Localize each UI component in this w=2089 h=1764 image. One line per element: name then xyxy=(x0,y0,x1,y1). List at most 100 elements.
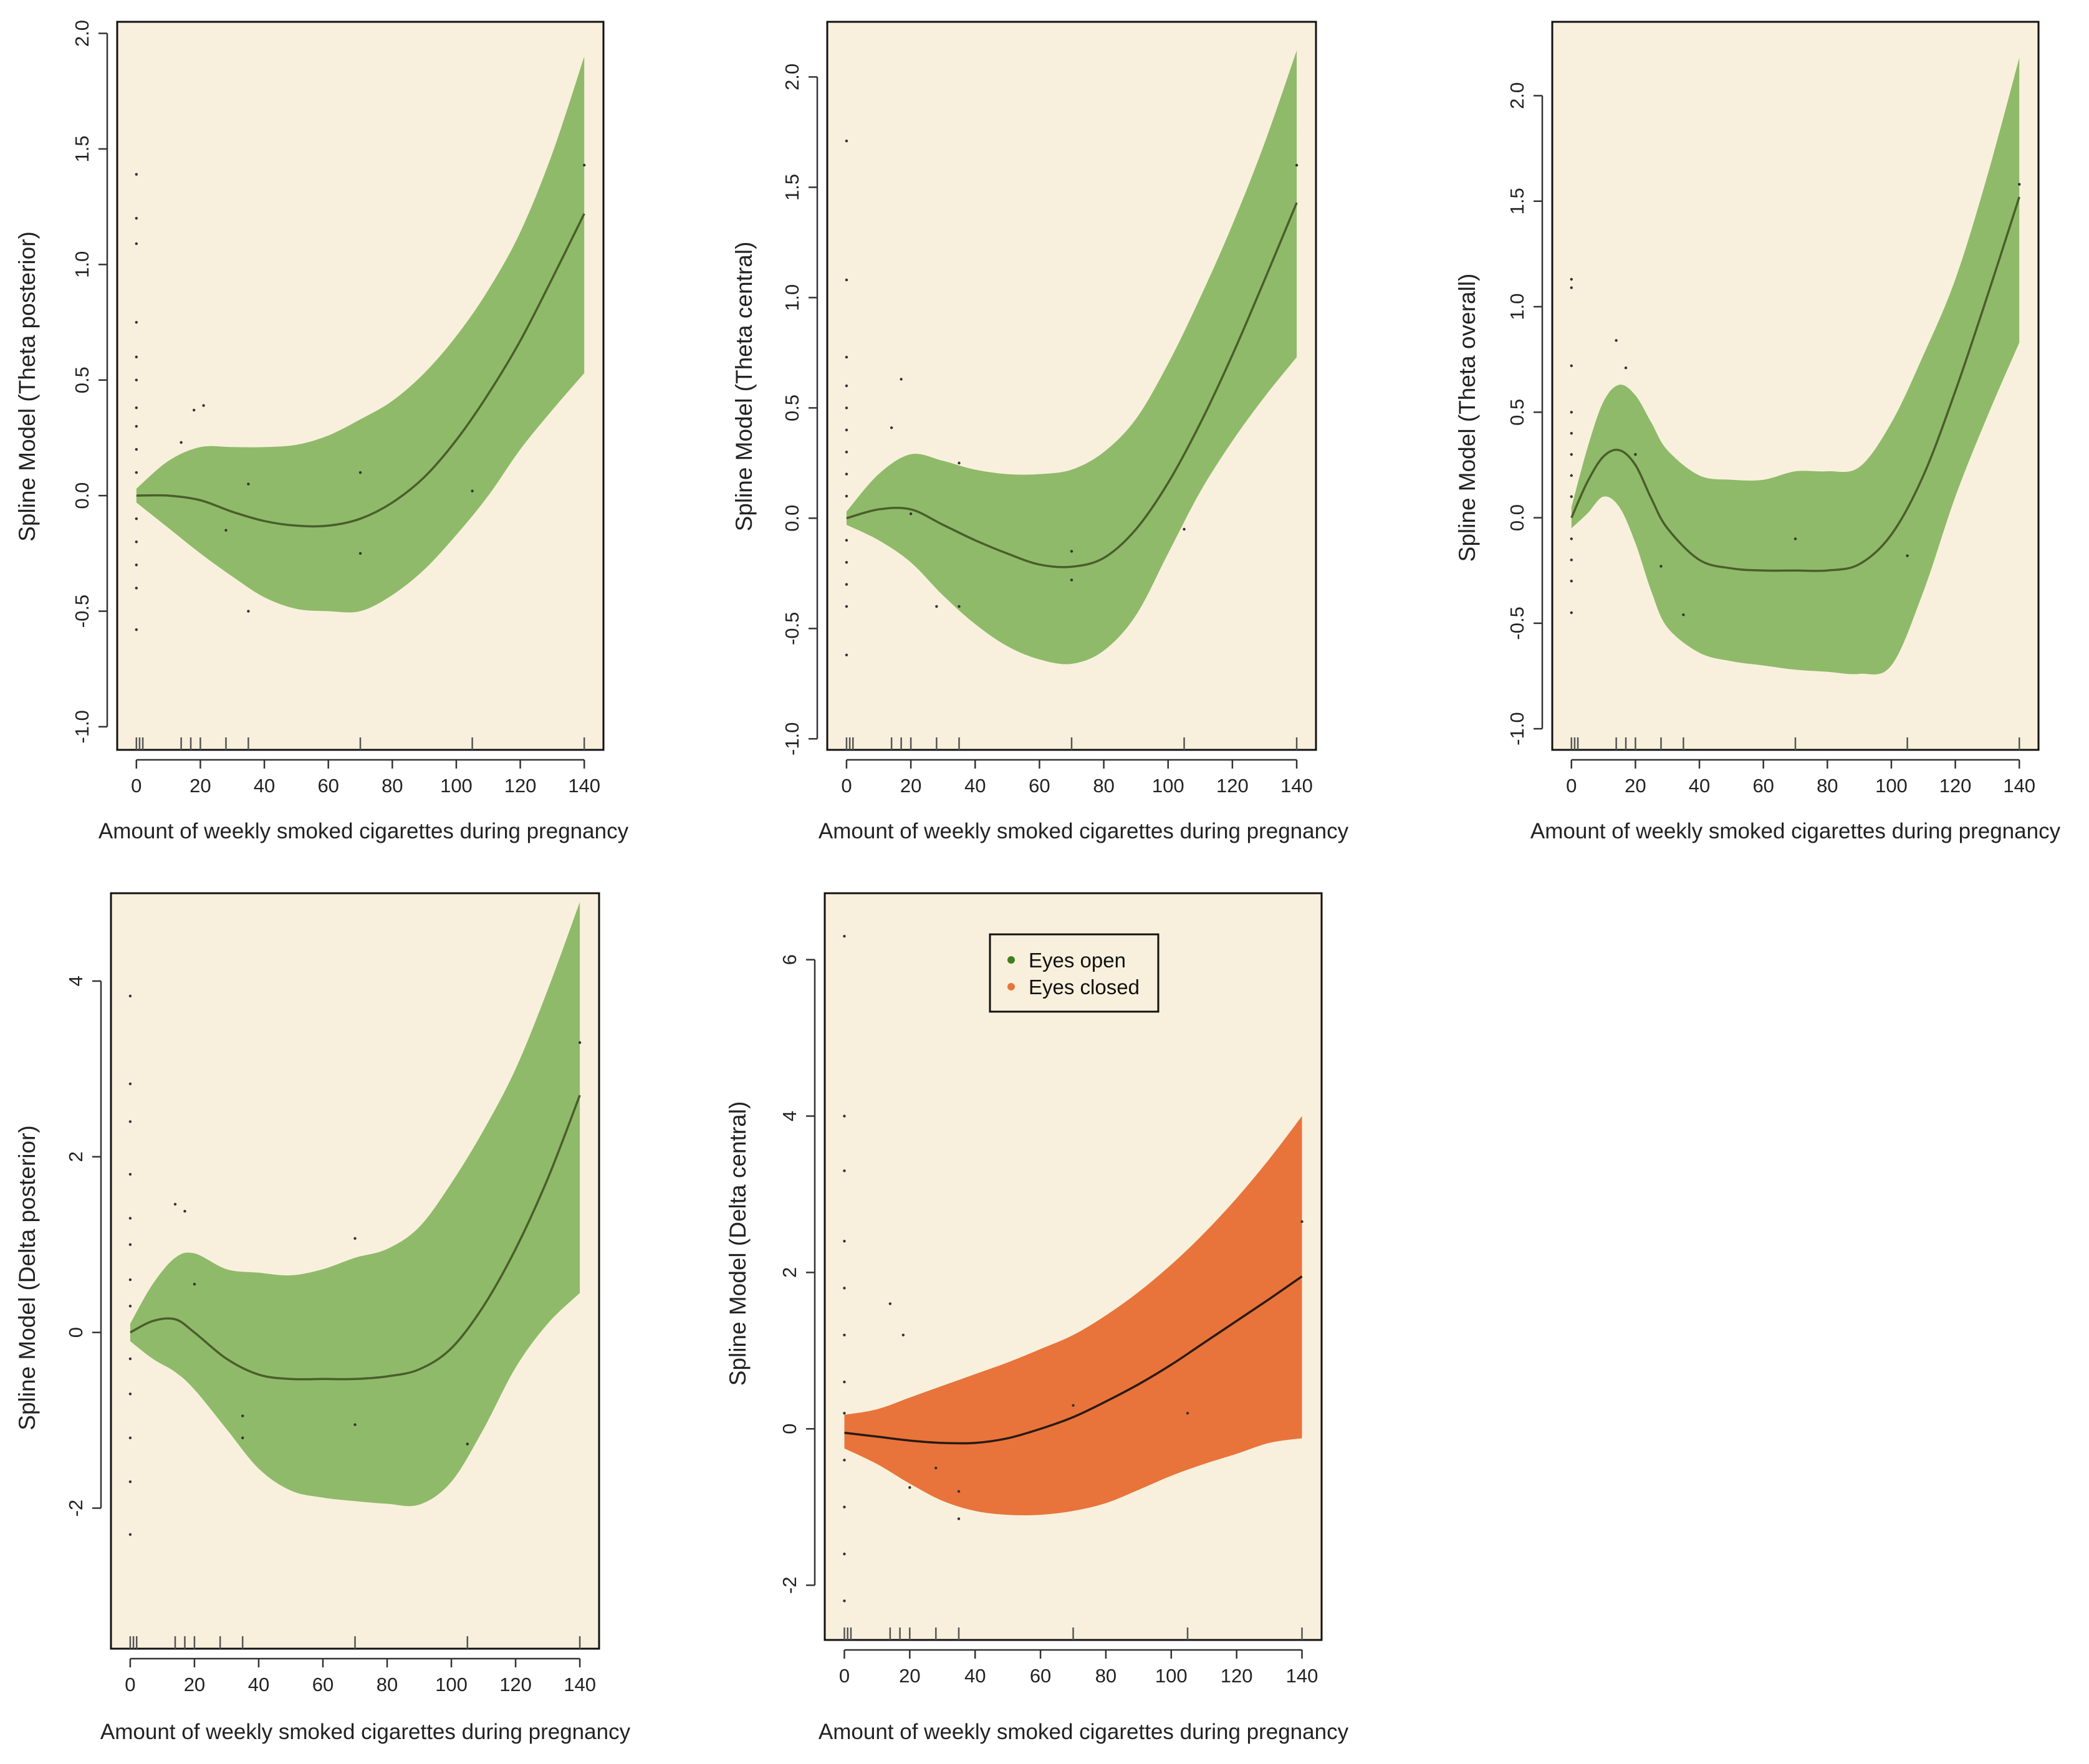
y-tick-label: -1.0 xyxy=(1506,712,1528,745)
y-axis: -2 0 2 4 6 xyxy=(779,954,816,1594)
data-point xyxy=(135,424,138,428)
data-point xyxy=(1634,453,1637,456)
data-point xyxy=(583,163,586,167)
y-axis-label: Spline Model (Delta central) xyxy=(725,1101,751,1386)
panel-theta-central: 0 20 40 60 80 100 120 140 -1.0 -0.5 0.0 0.5 1.0 1.5 2… xyxy=(731,21,1349,843)
data-point xyxy=(845,384,848,388)
data-point xyxy=(128,1305,132,1308)
data-point xyxy=(180,441,183,444)
x-axis: 0 20 40 60 80 100 120 140 xyxy=(841,759,1313,797)
x-tick-label: 100 xyxy=(1875,775,1908,797)
y-axis-label: Spline Model (Theta posterior) xyxy=(14,231,40,542)
data-point xyxy=(128,1172,132,1176)
data-point xyxy=(935,605,938,608)
legend-box xyxy=(989,933,1160,1013)
x-tick-label: 20 xyxy=(184,1674,205,1695)
y-tick-label: -1.0 xyxy=(781,722,803,755)
y-tick-label: 2.0 xyxy=(1506,82,1528,109)
x-tick-label: 140 xyxy=(1280,775,1313,797)
x-tick-label: 120 xyxy=(504,775,537,797)
y-axis-label: Spline Model (Delta posterior) xyxy=(14,1125,40,1430)
panel-delta-posterior: 0 20 40 60 80 100 120 140 -2 0 2 4 Amount of weekl… xyxy=(14,892,631,1744)
data-point xyxy=(890,426,893,429)
y-tick-label: -0.5 xyxy=(781,612,803,645)
confidence-band xyxy=(844,1116,1302,1516)
data-point xyxy=(1295,163,1299,167)
y-tick-label: 1.5 xyxy=(1506,188,1528,214)
data-point xyxy=(1183,527,1186,531)
data-point xyxy=(1570,558,1573,562)
data-point xyxy=(901,1333,905,1336)
fit-line xyxy=(844,1275,1303,1445)
data-point xyxy=(135,378,138,381)
data-point xyxy=(1659,565,1663,568)
data-point xyxy=(1570,611,1573,615)
fit-line-layer xyxy=(136,213,585,528)
x-tick-label: 60 xyxy=(317,775,339,797)
data-point xyxy=(135,173,138,176)
x-tick-label: 100 xyxy=(1152,775,1184,797)
data-point xyxy=(173,1202,177,1206)
data-point xyxy=(241,1414,244,1417)
x-tick-label: 80 xyxy=(382,775,403,797)
x-tick-label: 0 xyxy=(131,775,142,797)
x-tick-label: 100 xyxy=(1155,1665,1188,1687)
x-tick-label: 80 xyxy=(1817,775,1838,797)
data-point xyxy=(888,1302,892,1305)
rug-layer xyxy=(845,737,1298,750)
data-point xyxy=(224,529,228,532)
y-tick-label: -0.5 xyxy=(1506,606,1528,640)
data-point xyxy=(957,1517,961,1520)
data-point xyxy=(1624,367,1628,370)
x-tick-label: 140 xyxy=(2003,775,2035,797)
data-point xyxy=(843,1287,846,1290)
x-tick-label: 40 xyxy=(1689,775,1710,797)
data-point xyxy=(128,994,132,998)
fit-line-layer xyxy=(846,202,1298,568)
data-point xyxy=(934,1466,938,1470)
data-point xyxy=(843,1240,846,1243)
confidence-band-layer xyxy=(136,56,585,613)
data-point xyxy=(128,1480,132,1484)
x-tick-label: 20 xyxy=(899,1665,920,1687)
data-point xyxy=(1070,550,1073,553)
x-tick-label: 0 xyxy=(839,1665,850,1687)
data-point xyxy=(845,450,848,454)
data-point xyxy=(845,653,848,657)
data-point xyxy=(845,278,848,282)
y-tick-label: 2 xyxy=(65,1151,87,1162)
x-axis: 0 20 40 60 80 100 120 140 xyxy=(1566,759,2035,797)
panel-delta-central: 0 20 40 60 80 100 120 140 -2 0 2 4 6 Amount of week… xyxy=(725,892,1349,1744)
data-point xyxy=(1570,277,1573,281)
confidence-band-layer xyxy=(844,1116,1302,1516)
data-point xyxy=(1300,1220,1304,1224)
y-axis-label: Spline Model (Theta central) xyxy=(731,242,757,532)
x-axis: 0 20 40 60 80 100 120 140 xyxy=(839,1649,1318,1687)
data-point xyxy=(843,1333,846,1336)
x-axis: 0 20 40 60 80 100 120 140 xyxy=(125,1657,596,1695)
data-point xyxy=(247,482,250,486)
data-point xyxy=(845,539,848,542)
data-point xyxy=(909,512,913,515)
fit-line-layer xyxy=(844,1275,1303,1445)
data-point xyxy=(135,242,138,246)
x-tick-label: 20 xyxy=(1625,775,1646,797)
x-tick-label: 20 xyxy=(190,775,211,797)
data-point xyxy=(353,1237,357,1240)
x-axis-label: Amount of weekly smoked cigarettes durin… xyxy=(100,1720,631,1744)
panel-theta-overall: 0 20 40 60 80 100 120 140 -1.0 -0.5 0.0 0.5 1.0 1.5 2… xyxy=(1454,21,2061,843)
data-point xyxy=(135,406,138,410)
x-tick-label: 60 xyxy=(1030,1665,1051,1687)
data-point xyxy=(358,471,362,474)
x-tick-label: 120 xyxy=(499,1674,532,1695)
data-point xyxy=(958,605,961,608)
x-tick-label: 120 xyxy=(1216,775,1249,797)
confidence-band xyxy=(136,56,585,613)
data-point xyxy=(1682,613,1685,616)
y-tick-label: -2 xyxy=(65,1500,87,1517)
data-point xyxy=(1570,364,1573,368)
fit-line xyxy=(136,213,585,528)
data-point xyxy=(128,1120,132,1123)
data-point xyxy=(1570,286,1573,289)
data-point xyxy=(183,1209,186,1213)
